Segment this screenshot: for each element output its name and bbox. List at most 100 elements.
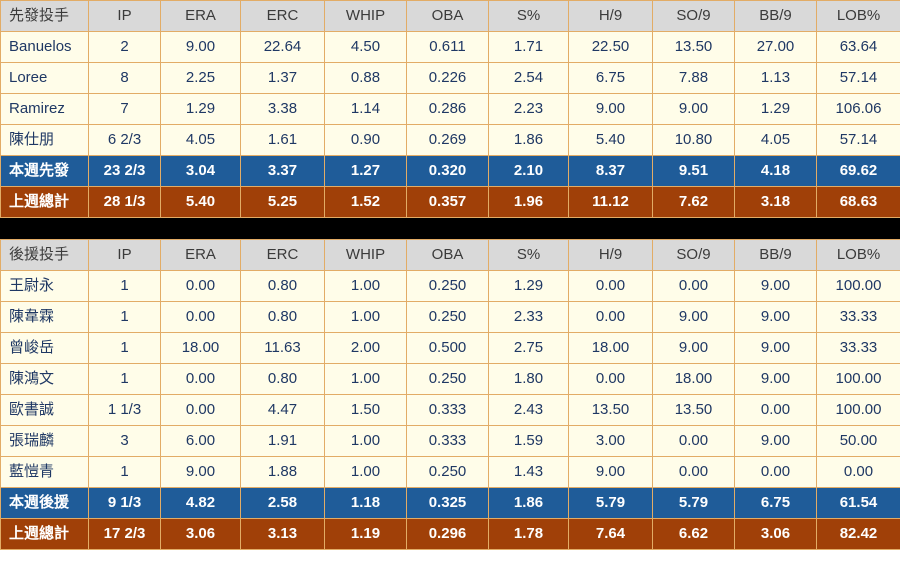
column-header: LOB% — [816, 239, 900, 271]
stat-cell: 2.75 — [488, 332, 569, 364]
pitcher-row: 陳鴻文 1 0.00 0.80 1.00 0.250 1.80 0.00 18.00 9.00 10… — [0, 363, 900, 395]
stat-cell: 1.13 — [734, 62, 817, 94]
stat-cell: 6.62 — [652, 518, 735, 550]
row-label: Ramirez — [0, 93, 89, 125]
stat-cell: 17 2/3 — [88, 518, 161, 550]
row-label: Loree — [0, 62, 89, 94]
stat-cell: 0.250 — [406, 456, 489, 488]
stat-cell: 1.78 — [488, 518, 569, 550]
stat-cell: 22.50 — [568, 31, 653, 63]
stat-cell: 2.10 — [488, 155, 569, 187]
stat-cell: 63.64 — [816, 31, 900, 63]
stat-cell: 1.86 — [488, 487, 569, 519]
stat-cell: 5.79 — [652, 487, 735, 519]
stat-cell: 0.226 — [406, 62, 489, 94]
stat-cell: 27.00 — [734, 31, 817, 63]
stat-cell: 9.00 — [568, 93, 653, 125]
section-separator — [0, 218, 900, 239]
row-label: 陳仕朋 — [0, 124, 89, 156]
pitcher-row: 陳韋霖 1 0.00 0.80 1.00 0.250 2.33 0.00 9.00 9.00 33.… — [0, 301, 900, 333]
stat-cell: 6 2/3 — [88, 124, 161, 156]
row-label: 曾峻岳 — [0, 332, 89, 364]
stat-cell: 1.91 — [240, 425, 325, 457]
header-row: 後援投手 IP ERA ERC WHIP OBA S% H/9 SO/9 BB/9 LOB% — [0, 239, 900, 271]
stat-cell: 3.06 — [734, 518, 817, 550]
stat-cell: 4.18 — [734, 155, 817, 187]
stat-cell: 4.47 — [240, 394, 325, 426]
column-header: IP — [88, 239, 161, 271]
stat-cell: 4.05 — [160, 124, 241, 156]
column-header: IP — [88, 0, 161, 32]
row-label: 上週總計 — [0, 186, 89, 218]
stat-cell: 5.25 — [240, 186, 325, 218]
stat-cell: 1.59 — [488, 425, 569, 457]
stat-cell: 1.00 — [324, 270, 407, 302]
stat-cell: 1.43 — [488, 456, 569, 488]
stat-cell: 9.00 — [568, 456, 653, 488]
stat-cell: 50.00 — [816, 425, 900, 457]
stat-cell: 1.29 — [160, 93, 241, 125]
stat-cell: 1.37 — [240, 62, 325, 94]
stat-cell: 1.14 — [324, 93, 407, 125]
stat-cell: 1.86 — [488, 124, 569, 156]
stat-cell: 0.500 — [406, 332, 489, 364]
stat-cell: 23 2/3 — [88, 155, 161, 187]
stat-cell: 69.62 — [816, 155, 900, 187]
column-header: ERA — [160, 0, 241, 32]
row-label: 上週總計 — [0, 518, 89, 550]
stat-cell: 1.00 — [324, 301, 407, 333]
previous-week-summary-row: 上週總計 17 2/3 3.06 3.13 1.19 0.296 1.78 7.64 6.62 3… — [0, 518, 900, 550]
stat-cell: 82.42 — [816, 518, 900, 550]
stat-cell: 0.90 — [324, 124, 407, 156]
stat-cell: 9.00 — [734, 332, 817, 364]
stat-cell: 13.50 — [652, 31, 735, 63]
column-header: WHIP — [324, 239, 407, 271]
stat-cell: 1 — [88, 332, 161, 364]
stat-cell: 3 — [88, 425, 161, 457]
stat-cell: 0.333 — [406, 394, 489, 426]
stat-cell: 100.00 — [816, 394, 900, 426]
row-label: 陳韋霖 — [0, 301, 89, 333]
stat-cell: 0.00 — [816, 456, 900, 488]
stat-cell: 1.00 — [324, 363, 407, 395]
stat-cell: 3.13 — [240, 518, 325, 550]
stat-cell: 9.00 — [652, 301, 735, 333]
stat-cell: 4.05 — [734, 124, 817, 156]
pitcher-row: 王尉永 1 0.00 0.80 1.00 0.250 1.29 0.00 0.00 9.00 100… — [0, 270, 900, 302]
row-label: 王尉永 — [0, 270, 89, 302]
stat-cell: 0.00 — [652, 270, 735, 302]
stat-cell: 0.00 — [160, 270, 241, 302]
stat-cell: 7.62 — [652, 186, 735, 218]
stat-cell: 6.75 — [734, 487, 817, 519]
column-header: WHIP — [324, 0, 407, 32]
stat-cell: 3.00 — [568, 425, 653, 457]
table-title-header: 先發投手 — [0, 0, 89, 32]
column-header: BB/9 — [734, 239, 817, 271]
stat-cell: 9.00 — [652, 332, 735, 364]
stat-cell: 1.19 — [324, 518, 407, 550]
stat-cell: 68.63 — [816, 186, 900, 218]
previous-week-summary-row: 上週總計 28 1/3 5.40 5.25 1.52 0.357 1.96 11.12 7.62… — [0, 186, 900, 218]
stat-cell: 2.23 — [488, 93, 569, 125]
stat-cell: 0.80 — [240, 363, 325, 395]
row-label: 本週先發 — [0, 155, 89, 187]
row-label: 張瑞麟 — [0, 425, 89, 457]
stat-cell: 2.33 — [488, 301, 569, 333]
stat-cell: 1.29 — [488, 270, 569, 302]
stat-cell: 5.40 — [568, 124, 653, 156]
stat-cell: 3.38 — [240, 93, 325, 125]
stat-cell: 6.00 — [160, 425, 241, 457]
stat-cell: 3.37 — [240, 155, 325, 187]
column-header: BB/9 — [734, 0, 817, 32]
stat-cell: 0.00 — [568, 363, 653, 395]
stat-cell: 28 1/3 — [88, 186, 161, 218]
stat-cell: 1 1/3 — [88, 394, 161, 426]
stat-cell: 0.00 — [568, 301, 653, 333]
stat-cell: 1.71 — [488, 31, 569, 63]
stat-cell: 3.18 — [734, 186, 817, 218]
column-header: S% — [488, 0, 569, 32]
pitcher-row: Loree 8 2.25 1.37 0.88 0.226 2.54 6.75 7.88 1.13 5… — [0, 62, 900, 94]
stat-cell: 100.00 — [816, 270, 900, 302]
pitcher-row: 曾峻岳 1 18.00 11.63 2.00 0.500 2.75 18.00 9.00 9.00… — [0, 332, 900, 364]
stat-cell: 1 — [88, 363, 161, 395]
